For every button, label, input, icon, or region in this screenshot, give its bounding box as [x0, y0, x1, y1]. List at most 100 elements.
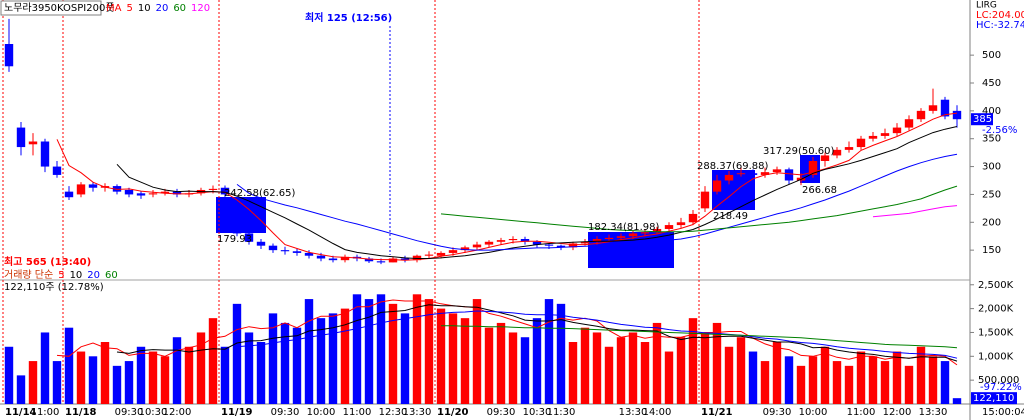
- candle-body: [76, 184, 86, 195]
- annotation: 288.37(69.88): [697, 161, 769, 172]
- ma-label: MA: [106, 3, 122, 14]
- volume-bar: [952, 398, 962, 404]
- legend-entry: 60: [173, 3, 186, 14]
- y-tick-label: 1,500K: [978, 327, 1014, 338]
- candle-body: [592, 239, 602, 242]
- volume-bar: [124, 361, 134, 404]
- candle-body: [4, 44, 14, 67]
- candle-body: [28, 141, 38, 145]
- x-tick-label: 13:30: [919, 407, 948, 418]
- volume-bar: [328, 313, 338, 404]
- candle-body: [460, 247, 470, 251]
- volume-bar: [472, 299, 482, 404]
- chart-title: 노무라3950KOSPI200풋: [4, 2, 115, 14]
- candle-body: [616, 236, 626, 238]
- y-tick-label: 350: [982, 134, 1001, 145]
- ma-line: [872, 205, 958, 218]
- annotation: 317.29(50.60): [763, 146, 835, 157]
- ma-line: [56, 112, 958, 261]
- volume-bar: [784, 356, 794, 404]
- x-tick-label: 11/21: [701, 407, 733, 418]
- legend-entry: 5: [58, 270, 64, 281]
- candle-body: [928, 105, 938, 111]
- x-tick-label: 12:00: [883, 407, 912, 418]
- candle-body: [232, 200, 242, 234]
- volume-bar: [772, 342, 782, 404]
- candle-body: [772, 169, 782, 173]
- volume-bar: [184, 346, 194, 404]
- volume-bar: [508, 332, 518, 404]
- volume-bar: [352, 294, 362, 404]
- y-tick-label: 500: [982, 50, 1001, 61]
- candle-body: [256, 241, 266, 246]
- legend-entry: 5: [126, 3, 132, 14]
- candle-body: [748, 173, 758, 175]
- volume-bar: [208, 318, 218, 404]
- candle-body: [172, 191, 182, 195]
- x-tick-label: 12:30: [379, 407, 408, 418]
- candle-body: [136, 193, 146, 196]
- volume-bar: [244, 332, 254, 404]
- volume-bar: [724, 346, 734, 404]
- volume-bar: [316, 318, 326, 404]
- volume-bar: [664, 351, 674, 404]
- high-note: 최고 565 (13:40): [4, 255, 91, 268]
- volume-bar: [700, 332, 710, 404]
- volume-ma-line: [236, 310, 958, 359]
- x-tick-label: 11:00: [343, 407, 372, 418]
- volume-bar: [28, 361, 38, 404]
- volume-bar: [304, 299, 314, 404]
- volume-bar: [628, 332, 638, 404]
- annotation: 266.68: [802, 185, 837, 196]
- candle-body: [376, 261, 386, 263]
- y-tick-label: 150: [982, 245, 1001, 256]
- volume-bar: [520, 337, 530, 404]
- candle-body: [388, 258, 398, 263]
- volume-bar: [616, 337, 626, 404]
- candle-body: [580, 241, 590, 244]
- volume-bar: [232, 303, 242, 404]
- volume-bar: [712, 322, 722, 404]
- candle-body: [940, 99, 950, 117]
- x-tick-label: 11:30: [547, 407, 576, 418]
- y-tick-label: 200: [982, 217, 1001, 228]
- volume-bar: [136, 346, 146, 404]
- x-tick-label: 13:30: [403, 407, 432, 418]
- ma-line: [236, 153, 958, 251]
- volume-bar: [460, 318, 470, 404]
- annotation: 242.58(62.65): [224, 188, 296, 199]
- volume-bar: [532, 318, 542, 404]
- clock: 15:00:04: [982, 407, 1024, 418]
- volume-bar: [760, 361, 770, 404]
- candle-body: [292, 251, 302, 253]
- volume-bar: [364, 299, 374, 404]
- candle-body: [856, 138, 866, 148]
- volume-ma-line: [56, 299, 958, 366]
- candle-body: [784, 169, 794, 181]
- legend-entry: 10: [138, 3, 151, 14]
- volume-bar: [424, 299, 434, 404]
- candle-body: [400, 258, 410, 261]
- y-tick-label: 250: [982, 189, 1001, 200]
- candle-body: [244, 233, 254, 242]
- volume-bar: [580, 327, 590, 404]
- volume-bar: [256, 342, 266, 404]
- volume-bar: [196, 332, 206, 404]
- candle-body: [760, 172, 770, 175]
- candle-body: [736, 173, 746, 175]
- volume-bar: [52, 361, 62, 404]
- volume-bar: [556, 303, 566, 404]
- y-tick-label: 2,000K: [978, 304, 1014, 315]
- candle-body: [952, 110, 962, 120]
- volume-bar: [832, 361, 842, 404]
- candle-body: [688, 213, 698, 223]
- corner-label: LIRG: [976, 1, 997, 11]
- candle-body: [676, 222, 686, 226]
- volume-bar: [448, 313, 458, 404]
- volume-bar: [484, 327, 494, 404]
- x-tick-label: 13:30: [619, 407, 648, 418]
- volume-bar: [928, 356, 938, 404]
- x-tick-label: 11/14: [5, 407, 37, 418]
- volume-bar: [280, 322, 290, 404]
